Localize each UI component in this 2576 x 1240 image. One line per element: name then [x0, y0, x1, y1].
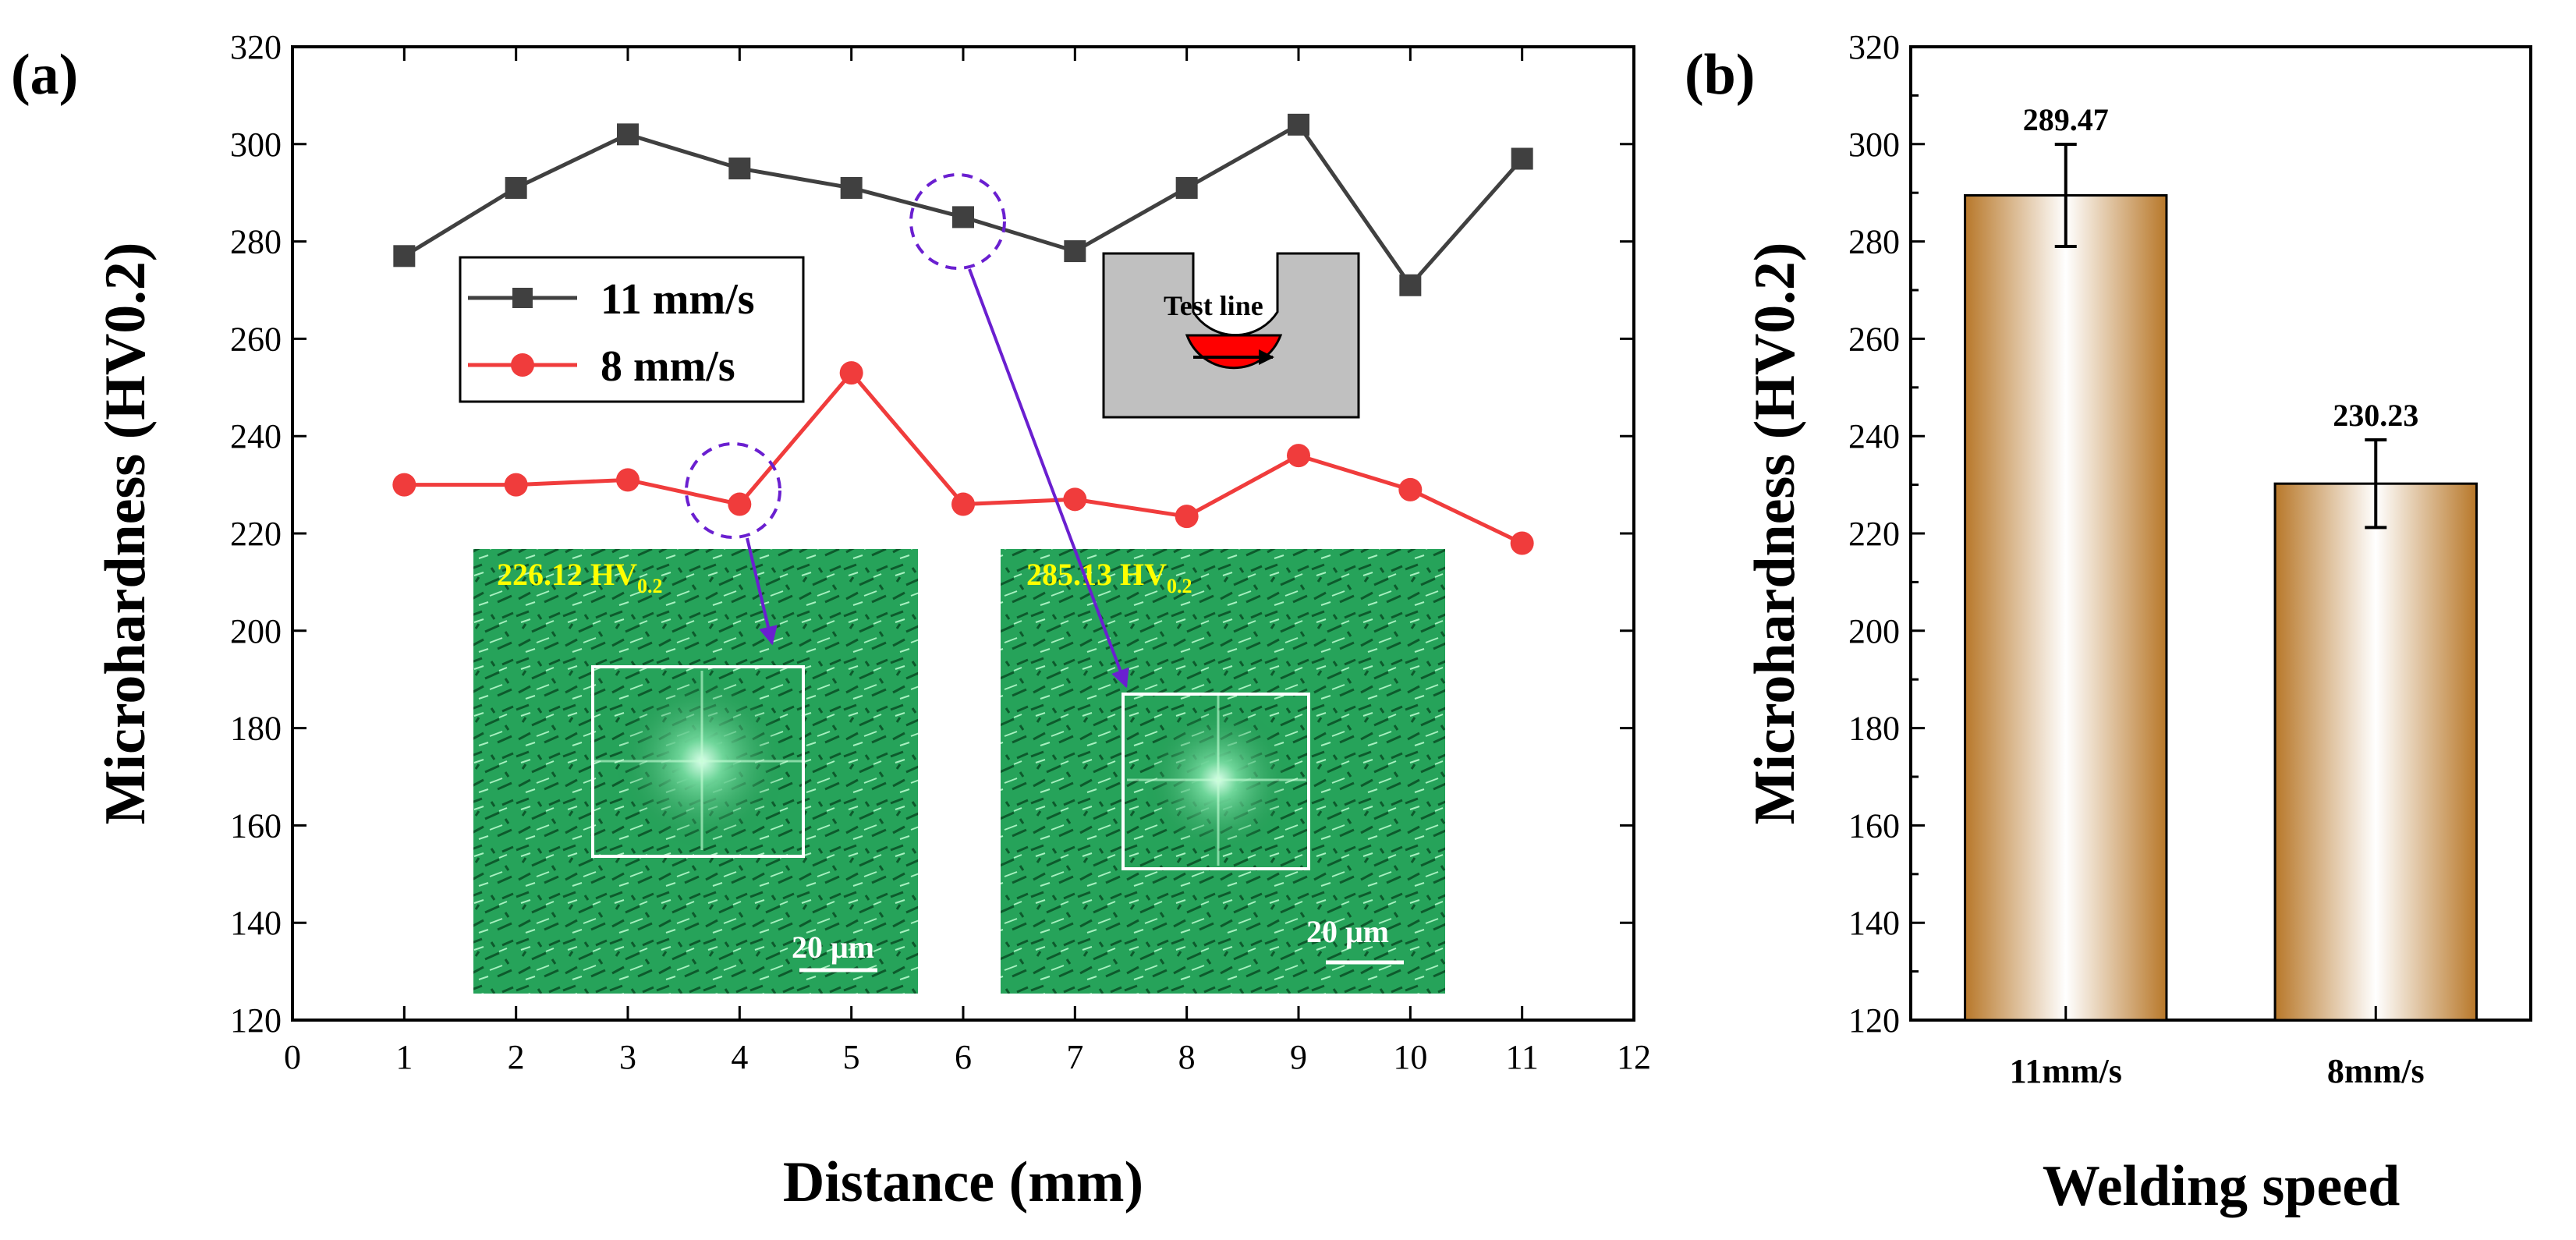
data-point-circle	[1398, 477, 1423, 501]
y-tick-label: 180	[230, 710, 282, 748]
data-point-circle	[504, 473, 528, 497]
legend-label-11mm: 11 mm/s	[601, 275, 755, 324]
y-tick-label: 260	[230, 320, 282, 358]
y-tick-label: 320	[230, 28, 282, 66]
x-tick-label: 5	[843, 1038, 860, 1076]
x-tick-label: 11	[1505, 1038, 1538, 1076]
y-tick-label: 320	[1848, 28, 1900, 66]
data-point-square	[505, 176, 527, 199]
micrograph-left-value: 226.12 HV0.2	[497, 557, 663, 597]
x-tick-label: 3	[619, 1038, 636, 1076]
data-point-square	[1288, 113, 1309, 136]
x-tick-label: 0	[284, 1038, 301, 1076]
data-point-square	[617, 123, 639, 146]
legend: 11 mm/s 8 mm/s	[459, 256, 805, 403]
y-tick-label: 200	[230, 612, 282, 650]
indent-box	[1121, 693, 1310, 870]
y-tick-label: 260	[1848, 320, 1900, 358]
x-tick-label: 6	[955, 1038, 972, 1076]
y-tick-label: 220	[230, 515, 282, 553]
micrograph-right-value: 285.13 HV0.2	[1026, 557, 1192, 597]
data-point-square	[840, 176, 863, 199]
y-tick-label: 280	[1848, 223, 1900, 261]
scale-bar-label: 20 μm	[1306, 914, 1389, 949]
x-tick-label: 11mm/s	[2010, 1052, 2122, 1090]
test-line-label: Test line	[1164, 290, 1263, 321]
data-point-square	[393, 245, 416, 267]
y-tick-label: 140	[1848, 904, 1900, 942]
test-line-schematic: Test line	[1102, 252, 1360, 419]
plot-series	[392, 113, 1534, 555]
bar-value-label: 230.23	[2333, 398, 2418, 433]
y-tick-label: 160	[1848, 806, 1900, 845]
arrow-to-right-micrograph	[968, 268, 1129, 689]
data-point-circle	[728, 492, 752, 516]
data-point-circle	[1287, 444, 1310, 468]
axis-ticks: 120 140 160 180 200 220 240 260 280 300 320	[1848, 28, 1925, 1040]
x-tick-label: 1	[395, 1038, 413, 1076]
data-point-circle	[1510, 531, 1534, 555]
y-tick-label: 200	[1848, 612, 1900, 650]
y-axis-title: Microhardness (HV0.2)	[94, 243, 158, 825]
x-tick-label: 7	[1066, 1038, 1083, 1076]
x-tick-label: 12	[1617, 1038, 1651, 1076]
axis-ticks: 0 1 2 3 4 5 6 7 8 9 10 11 12120140160180200220240260…	[230, 28, 1651, 1076]
micrograph-inset-right: 285.13 HV0.2 20 μm	[1001, 549, 1445, 994]
y-tick-label: 240	[230, 417, 282, 455]
weld-zone	[1185, 334, 1283, 370]
data-point-circle	[616, 468, 640, 492]
x-tick-label: 2	[508, 1038, 525, 1076]
data-point-circle	[839, 361, 863, 385]
bars: 289.47 11mm/s 230.23 8mm/s	[1964, 102, 2478, 1090]
data-point-square	[952, 206, 974, 229]
y-axis-title: Microhardness (HV0.2)	[1743, 243, 1807, 825]
highlight-circle-8mm	[685, 442, 781, 539]
data-point-square	[1399, 274, 1422, 296]
x-axis-title: Welding speed	[2043, 1154, 2401, 1218]
bar-8mm/s	[2273, 482, 2478, 1022]
scale-bar-label: 20 μm	[792, 930, 874, 965]
data-point-circle	[951, 492, 975, 516]
y-tick-label: 120	[1848, 1001, 1900, 1040]
x-tick-label: 10	[1393, 1038, 1427, 1076]
legend-label-8mm: 8 mm/s	[601, 342, 735, 391]
data-point-square	[1064, 240, 1086, 263]
panel-b-label: (b)	[1685, 43, 1755, 107]
data-point-circle	[392, 473, 416, 497]
panel-a: (a) 226.12 HV0.2 20 μm 285.13 HV0.2 20 μ…	[11, 28, 1651, 1214]
y-tick-label: 160	[230, 806, 282, 845]
micrograph-inset-left: 226.12 HV0.2 20 μm	[473, 549, 918, 994]
data-point-square	[1511, 147, 1533, 170]
legend-box	[459, 256, 805, 403]
y-tick-label: 180	[1848, 710, 1900, 748]
y-tick-label: 240	[1848, 417, 1900, 455]
indent-box	[591, 665, 805, 858]
y-tick-label: 120	[230, 1001, 282, 1040]
x-axis-title: Distance (mm)	[783, 1150, 1143, 1214]
arrow-to-left-micrograph	[746, 537, 778, 646]
y-tick-label: 280	[230, 223, 282, 261]
legend-marker-circle	[511, 353, 534, 377]
x-tick-label: 4	[731, 1038, 748, 1076]
panel-a-label: (a)	[11, 43, 78, 107]
x-tick-label: 9	[1290, 1038, 1307, 1076]
panel-b: (b) 120 140 160 180 200 220 240 260 280 300 320 28…	[1685, 28, 2532, 1218]
y-tick-label: 220	[1848, 515, 1900, 553]
bar-11mm/s	[1964, 194, 2168, 1022]
y-tick-label: 300	[1848, 126, 1900, 164]
y-tick-label: 140	[230, 904, 282, 942]
x-tick-label: 8mm/s	[2327, 1052, 2425, 1090]
bar-value-label: 289.47	[2023, 102, 2109, 137]
legend-marker-square	[512, 288, 533, 308]
y-tick-label: 300	[230, 126, 282, 164]
x-tick-label: 8	[1178, 1038, 1196, 1076]
data-point-square	[728, 158, 751, 179]
data-point-square	[1175, 176, 1198, 199]
data-point-circle	[1175, 505, 1199, 529]
highlight-circle-11mm	[909, 173, 1006, 270]
data-point-circle	[1063, 487, 1087, 512]
